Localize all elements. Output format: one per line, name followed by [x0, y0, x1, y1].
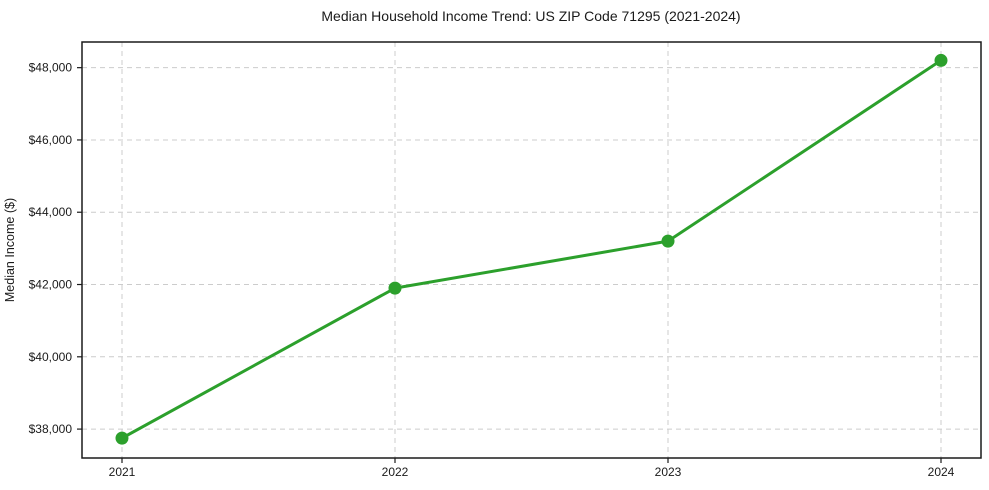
trend-line: [120, 58, 943, 440]
gridlines-layer: [82, 42, 981, 458]
y-tick-label: $42,000: [29, 278, 73, 292]
y-axis-title: Median Income ($): [3, 198, 17, 302]
y-tick-label: $48,000: [29, 61, 73, 75]
plot-border: [81, 41, 982, 459]
tick-labels-layer: 2021 2022 2023 2024 $38,000 $40,000 $42,000 $44…: [29, 61, 955, 479]
data-point-marker: [115, 431, 129, 445]
data-point-marker: [934, 53, 948, 67]
y-tick-label: $40,000: [29, 350, 73, 364]
x-tick-label: 2021: [109, 465, 136, 479]
y-tick-label: $38,000: [29, 422, 73, 436]
x-tick-label: 2023: [655, 465, 682, 479]
chart-title: Median Household Income Trend: US ZIP Co…: [321, 8, 740, 24]
x-tick-label: 2022: [382, 465, 409, 479]
y-tick-label: $44,000: [29, 205, 73, 219]
x-tick-label: 2024: [928, 465, 955, 479]
data-point-marker: [388, 281, 402, 295]
data-point-marker: [661, 234, 675, 248]
y-tick-label: $46,000: [29, 133, 73, 147]
axes-layer: [77, 41, 982, 463]
series-layer: [115, 53, 948, 445]
